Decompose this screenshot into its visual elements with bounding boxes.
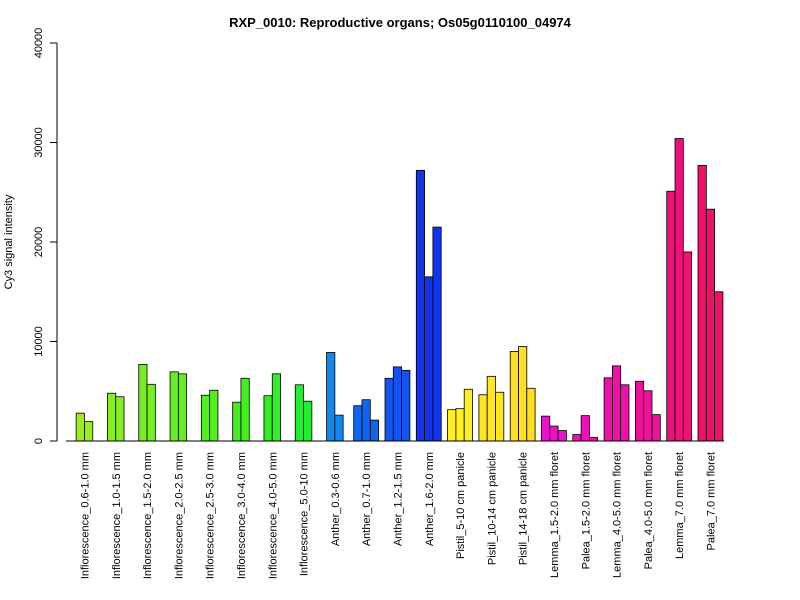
bar: [455, 408, 465, 442]
x-tick-label: Lemma_1.5-2.0 mm floret: [549, 452, 561, 578]
bar: [478, 394, 488, 442]
bar: [612, 365, 622, 442]
bar: [518, 346, 528, 442]
bar: [75, 412, 85, 442]
bar: [401, 369, 411, 442]
bar: [682, 251, 692, 442]
y-tick-label: 10000: [33, 326, 45, 357]
x-tick-label: Lemma_4.0-5.0 mm floret: [612, 452, 624, 578]
bar: [200, 394, 211, 442]
bar: [334, 414, 344, 442]
x-tick-label: Inflorescence_0.6-1.0 mm: [79, 452, 91, 579]
bar: [674, 138, 684, 442]
bar: [432, 226, 442, 442]
x-tick-label: Anther_1.6-2.0 mm: [424, 452, 436, 546]
bar: [240, 377, 250, 442]
bar: [666, 190, 676, 442]
y-tick-label: 20000: [33, 227, 45, 258]
y-tick-label: 40000: [33, 28, 45, 59]
x-tick-label: Inflorescence_3.0-4.0 mm: [236, 452, 248, 579]
bar: [549, 425, 559, 442]
bar: [486, 375, 496, 442]
x-tick-label: Palea_7.0 mm floret: [705, 452, 717, 550]
x-tick-label: Palea_1.5-2.0 mm floret: [580, 452, 592, 569]
bar: [384, 377, 394, 442]
bar: [509, 351, 519, 442]
x-tick-label: Inflorescence_1.0-1.5 mm: [111, 452, 123, 579]
bar: [177, 373, 188, 442]
bar: [303, 400, 313, 442]
bar: [294, 384, 304, 442]
bar: [495, 391, 505, 442]
x-tick-label: Palea_4.0-5.0 mm floret: [643, 452, 655, 569]
bar: [447, 409, 457, 442]
bar: [557, 430, 567, 442]
chart-title: RXP_0010: Reproductive organs; Os05g0110…: [229, 15, 572, 30]
bar: [651, 414, 661, 442]
bar: [263, 395, 273, 442]
bar: [541, 415, 551, 442]
bar: [146, 383, 156, 442]
x-tick-label: Inflorescence_2.0-2.5 mm: [173, 452, 185, 579]
bar: [209, 389, 219, 442]
bar: [115, 396, 125, 442]
bar: [415, 169, 425, 442]
x-tick-label: Lemma_7.0 mm floret: [674, 452, 686, 559]
bar: [643, 390, 653, 442]
x-tick-label: Anther_0.3-0.6 mm: [330, 452, 342, 546]
bar: [697, 164, 707, 442]
x-tick-label: Inflorescence_4.0-5.0 mm: [267, 452, 279, 579]
bar: [361, 399, 371, 442]
bar: [169, 371, 179, 442]
y-axis: 0 10000 20000 30000 40000: [33, 28, 58, 444]
bar: [232, 401, 242, 442]
bar: [635, 380, 645, 442]
x-tick-label: Pistil_5-10 cm panicle: [455, 452, 467, 559]
bar: [603, 377, 613, 442]
y-tick-label: 30000: [33, 127, 45, 158]
bar: [84, 421, 94, 442]
bar: [326, 352, 336, 442]
bar: [589, 437, 599, 442]
y-tick-label: 0: [33, 438, 45, 444]
y-axis-label: Cy3 signal intensity: [3, 194, 15, 289]
bar: [107, 392, 117, 442]
bar: [424, 276, 434, 442]
x-tick-label: Pistil_10-14 cm panicle: [486, 452, 498, 565]
bar: [526, 387, 536, 442]
x-tick-label: Inflorescence_2.5-3.0 mm: [205, 452, 217, 579]
bar: [705, 208, 715, 442]
bar: [138, 363, 148, 442]
bar: [271, 373, 281, 442]
x-tick-labels: Inflorescence_0.6-1.0 mm Inflorescence_1.…: [79, 452, 717, 579]
bar: [714, 291, 724, 442]
x-tick-label: Anther_1.2-1.5 mm: [392, 452, 404, 546]
x-tick-label: Anther_0.7-1.0 mm: [361, 452, 373, 546]
bar: [463, 388, 473, 442]
bar: [369, 419, 379, 442]
bar: [353, 405, 363, 442]
bar: [392, 366, 402, 442]
bar: [620, 384, 630, 442]
x-tick-label: Pistil_14-18 cm panicle: [518, 452, 530, 565]
bar: [580, 415, 590, 442]
x-tick-label: Inflorescence_1.5-2.0 mm: [142, 452, 154, 579]
bars-layer: [75, 138, 724, 442]
bar: [572, 434, 582, 442]
x-tick-label: Inflorescence_5.0-10 mm: [299, 452, 311, 576]
